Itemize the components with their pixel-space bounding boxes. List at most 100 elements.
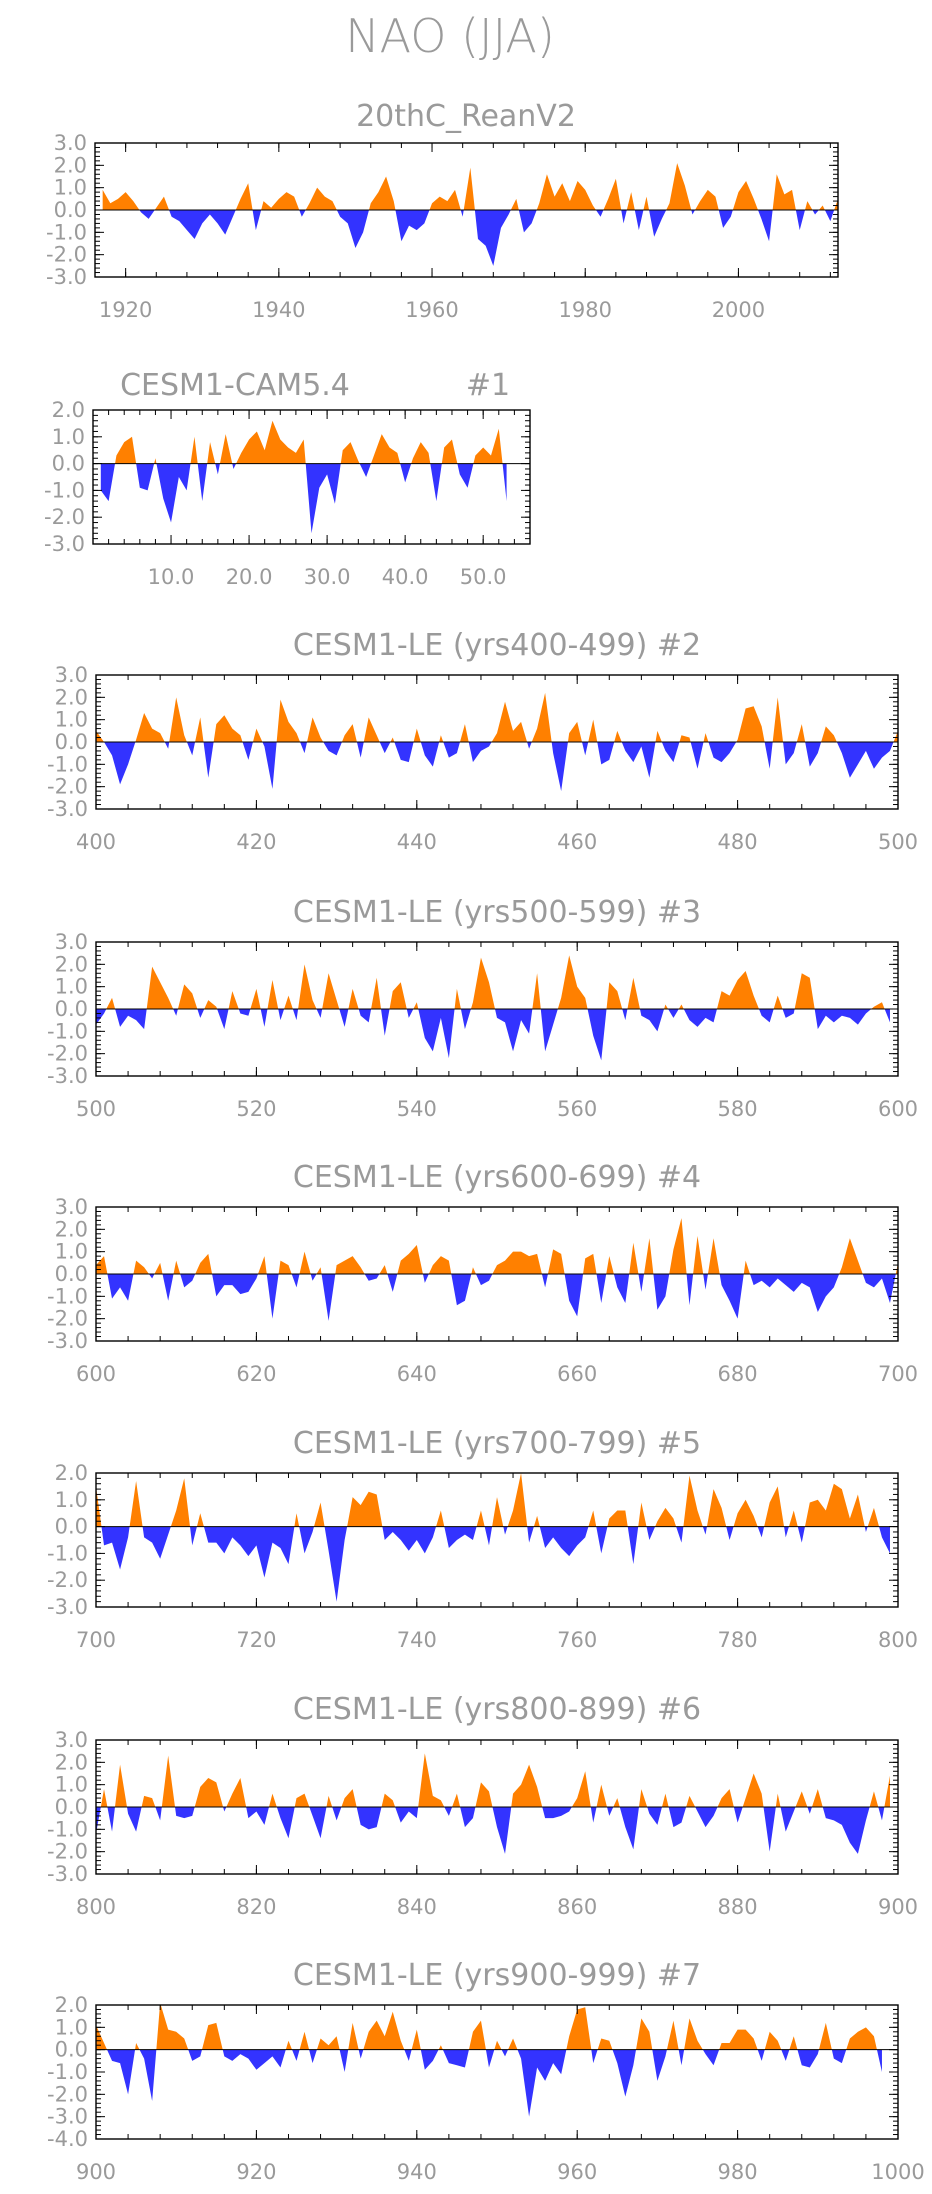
- x-tick-label: 580: [718, 1097, 758, 1121]
- x-tick-label: 10.0: [148, 565, 195, 589]
- panel-title: CESM1-LE (yrs400-499) #2: [293, 628, 701, 663]
- x-tick-label: 700: [878, 1362, 918, 1386]
- y-tick-label: -3.0: [47, 1329, 88, 1353]
- chart-panel-8: CESM1-LE (yrs900-999) #7 2.01.00.0-1.0-2.…: [47, 1958, 925, 2184]
- y-tick-label: 2.0: [54, 153, 87, 177]
- x-tick-label: 1980: [559, 298, 612, 322]
- y-tick-label: -2.0: [47, 775, 88, 799]
- x-tick-label: 860: [557, 1895, 597, 1919]
- x-tick-label: 560: [557, 1097, 597, 1121]
- y-tick-label: 2.0: [52, 398, 85, 422]
- y-tick-label: 3.0: [55, 1728, 88, 1752]
- x-tick-label: 40.0: [382, 565, 429, 589]
- y-tick-label: -2.0: [44, 505, 85, 529]
- y-tick-label: -2.0: [47, 2082, 88, 2106]
- y-tick-label: 2.0: [55, 1993, 88, 2017]
- x-tick-label: 520: [236, 1097, 276, 1121]
- x-tick-label: 1960: [405, 298, 458, 322]
- figure-title: NAO (JJA): [345, 9, 555, 63]
- positive-area: [96, 1218, 898, 1274]
- positive-area: [102, 163, 838, 210]
- y-tick-label: 1.0: [52, 425, 85, 449]
- chart-panel-2: CESM1-CAM5.4 #1 2.0 1.0 0.0-1.0 -2.0 -3.0 10.0 2…: [44, 368, 531, 589]
- y-tick-label: 0.0: [55, 1795, 88, 1819]
- y-tick-label: 0.0: [55, 730, 88, 754]
- x-tick-label: 660: [557, 1362, 597, 1386]
- x-tick-label: 720: [236, 1628, 276, 1652]
- y-tick-label: 0.0: [55, 2038, 88, 2062]
- positive-area: [96, 692, 898, 742]
- negative-area: [96, 742, 898, 792]
- y-tick-label: -4.0: [47, 2127, 88, 2151]
- y-tick-label: -1.0: [46, 220, 87, 244]
- y-tick-label: -3.0: [46, 265, 87, 289]
- x-tick-label: 1940: [252, 298, 305, 322]
- y-tick-label: -3.0: [44, 532, 85, 556]
- panel-title: CESM1-CAM5.4: [120, 368, 350, 403]
- y-tick-label: -2.0: [47, 1042, 88, 1066]
- positive-area: [96, 955, 890, 1009]
- y-tick-label: 3.0: [54, 131, 87, 155]
- chart-panel-1: 20thC_ReanV2 3.02.01.00.0-1.0-2.0-3.0 1920…: [46, 99, 839, 322]
- x-tick-label: 800: [76, 1895, 116, 1919]
- chart-panel-7: CESM1-LE (yrs800-899) #6 3.02.01.00.0-1.0…: [47, 1692, 918, 1919]
- x-tick-label: 460: [557, 830, 597, 854]
- x-tick-label: 420: [236, 830, 276, 854]
- x-tick-label: 820: [236, 1895, 276, 1919]
- x-tick-label: 20.0: [226, 565, 273, 589]
- chart-panel-5: CESM1-LE (yrs600-699) #4 3.02.01.00.0-1.0…: [47, 1160, 918, 1386]
- x-tick-label: 760: [557, 1628, 597, 1652]
- x-tick-label: 800: [878, 1628, 918, 1652]
- y-tick-label: -1.0: [44, 478, 85, 502]
- y-tick-label: 1.0: [55, 1773, 88, 1797]
- y-tick-label: 0.0: [52, 452, 85, 476]
- x-tick-label: 1920: [99, 298, 152, 322]
- x-tick-label: 480: [718, 830, 758, 854]
- y-tick-label: -1.0: [47, 752, 88, 776]
- y-tick-label: -3.0: [47, 797, 88, 821]
- y-tick-label: 0.0: [54, 198, 87, 222]
- chart-panel-6: CESM1-LE (yrs700-799) #5 2.0 1.0 0.0-1.0 -2.…: [47, 1426, 918, 1652]
- y-tick-label: -1.0: [47, 2060, 88, 2084]
- y-tick-label: 3.0: [55, 1195, 88, 1219]
- y-tick-label: -2.0: [47, 1307, 88, 1331]
- x-tick-label: 620: [236, 1362, 276, 1386]
- y-tick-label: 1.0: [55, 708, 88, 732]
- x-tick-label: 740: [397, 1628, 437, 1652]
- x-tick-label: 680: [718, 1362, 758, 1386]
- x-tick-label: 920: [236, 2160, 276, 2184]
- x-tick-label: 980: [718, 2160, 758, 2184]
- panel-title-tag: #1: [466, 368, 510, 403]
- y-tick-label: 2.0: [55, 1217, 88, 1241]
- y-tick-label: 2.0: [55, 1461, 88, 1485]
- chart-panel-4: CESM1-LE (yrs500-599) #3 3.02.01.00.0-1.0…: [47, 895, 918, 1121]
- negative-area: [100, 463, 507, 534]
- x-tick-label: 1000: [871, 2160, 924, 2184]
- x-tick-label: 960: [557, 2160, 597, 2184]
- x-tick-label: 400: [76, 830, 116, 854]
- x-tick-label: 600: [76, 1362, 116, 1386]
- panel-title: CESM1-LE (yrs900-999) #7: [293, 1958, 701, 1993]
- y-tick-label: -2.0: [47, 1568, 88, 1592]
- chart-panel-3: CESM1-LE (yrs400-499) #2 3.02.01.00.0-1.0…: [47, 628, 918, 854]
- y-tick-label: -1.0: [47, 1541, 88, 1565]
- y-tick-label: 0.0: [55, 1262, 88, 1286]
- y-tick-label: 2.0: [55, 952, 88, 976]
- y-tick-label: 1.0: [55, 975, 88, 999]
- y-tick-label: -2.0: [46, 243, 87, 267]
- x-tick-label: 880: [718, 1895, 758, 1919]
- x-tick-label: 500: [76, 1097, 116, 1121]
- x-tick-label: 640: [397, 1362, 437, 1386]
- x-tick-label: 30.0: [304, 565, 351, 589]
- y-tick-label: -3.0: [47, 1064, 88, 1088]
- panels-container: 20thC_ReanV23.02.01.00.0-1.0-2.0-3.01920…: [44, 99, 925, 2184]
- panel-title: 20thC_ReanV2: [356, 99, 576, 134]
- positive-area: [115, 420, 503, 464]
- y-tick-label: -1.0: [47, 1817, 88, 1841]
- y-tick-label: 0.0: [55, 997, 88, 1021]
- y-tick-label: 3.0: [55, 663, 88, 687]
- x-tick-label: 600: [878, 1097, 918, 1121]
- negative-area: [96, 1526, 890, 1602]
- y-tick-label: 2.0: [55, 1750, 88, 1774]
